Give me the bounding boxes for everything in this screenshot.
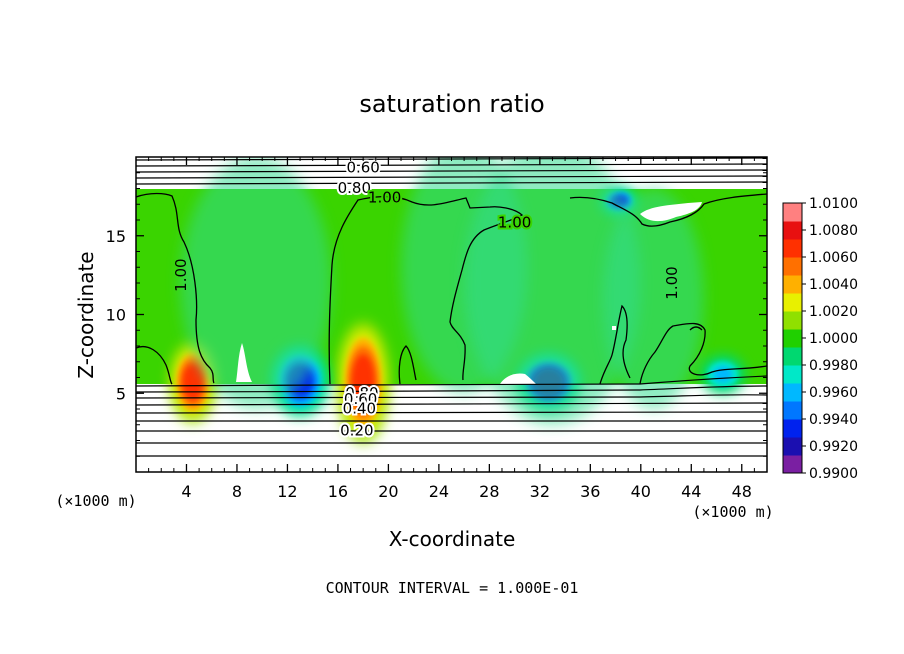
contour-label: 0.80: [338, 179, 371, 197]
contour-label: 0.60: [346, 159, 379, 177]
colorbar-swatch: [783, 437, 802, 456]
colorbar-swatch: [783, 401, 802, 420]
cloud-gap: [612, 326, 616, 330]
colorbar-swatch: [783, 365, 802, 384]
contour-label: 1.00: [172, 258, 190, 291]
colorbar-label: 0.9920: [809, 439, 858, 455]
contour-line: [136, 181, 767, 185]
colorbar-label: 0.9960: [809, 385, 858, 401]
contour-line: [398, 345, 417, 385]
contour-line: [136, 175, 767, 179]
contour-line: [136, 394, 767, 399]
colorbar-swatch: [783, 329, 802, 348]
contour-line: [599, 304, 631, 385]
x-unit-label: (×1000 m): [692, 503, 773, 521]
colorbar-label: 1.0020: [809, 304, 858, 320]
contour-label: 1.00: [368, 188, 401, 206]
feature-layer: [182, 364, 203, 401]
colorbar-label: 1.0040: [809, 277, 858, 293]
colorbar-swatch: [783, 455, 802, 474]
contour-line: [569, 193, 767, 227]
field-variation: [464, 157, 641, 425]
contour-label: 1.00: [663, 266, 681, 299]
contour-line: [639, 322, 767, 385]
colorbar-swatch: [783, 419, 802, 438]
colorbar: 1.0100 1.0080 1.0060 1.0040 1.0020 1.0000 0.99…: [782, 196, 858, 482]
feature-layer: [351, 354, 375, 410]
contour-line: [136, 385, 767, 393]
colorbar-label: 1.0000: [809, 331, 858, 347]
colorbar-swatch: [783, 239, 802, 258]
field-features: [170, 157, 744, 443]
contour-line: [136, 375, 767, 387]
colorbar-swatch: [783, 257, 802, 276]
field-variation: [180, 157, 332, 409]
contour-labels: 0.600.801.001.001.001.000.800.600.400.20: [172, 157, 681, 442]
y-axis-label: Z-coordinate: [74, 251, 98, 378]
x-tick-label: 28: [479, 482, 499, 501]
colorbar-swatch: [783, 203, 802, 222]
colorbar-label: 1.0080: [809, 223, 858, 239]
contour-line: [136, 402, 767, 406]
contour-line: [136, 346, 173, 385]
contour-line: [136, 192, 215, 384]
x-tick-label: 44: [681, 482, 701, 501]
x-tick-label: 40: [631, 482, 651, 501]
z-unit-label: (×1000 m): [55, 492, 136, 510]
colorbar-label: 0.9980: [809, 358, 858, 374]
y-tick-label: 5: [116, 384, 126, 403]
contour-label: 0.40: [343, 400, 376, 418]
colorbar-swatch: [783, 347, 802, 366]
colorbar-swatch: [783, 293, 802, 312]
x-tick-label: 36: [580, 482, 600, 501]
contour-label: 0.80: [345, 384, 378, 402]
contour-label: 0.60: [344, 390, 377, 408]
x-tick-label: 4: [181, 482, 191, 501]
colorbar-label: 0.9940: [809, 412, 858, 428]
contour-label: 0.20: [340, 422, 373, 440]
x-tick-label: 32: [530, 482, 550, 501]
colorbar-label: 1.0100: [809, 196, 858, 212]
colorbar-swatch: [783, 221, 802, 240]
x-tick-label: 8: [232, 482, 242, 501]
x-tick-label: 48: [732, 482, 752, 501]
cloud-gap: [500, 373, 536, 384]
colorbar-swatch: [783, 383, 802, 402]
colorbar-swatch: [783, 275, 802, 294]
upper-contours: [136, 157, 767, 185]
cloud-gap: [640, 202, 702, 222]
x-tick-label: 16: [328, 482, 348, 501]
chart-title: saturation ratio: [359, 90, 544, 118]
x-tick-label: 12: [277, 482, 297, 501]
contour-label: 1.00: [498, 214, 531, 232]
x-tick-label: 24: [429, 482, 449, 501]
x-axis-label: X-coordinate: [389, 527, 516, 551]
contour-line: [136, 157, 767, 161]
plot-area: 0.600.801.001.001.001.000.800.600.400.20…: [106, 156, 768, 501]
cloud-gaps: [236, 202, 702, 384]
colorbar-label: 1.0060: [809, 250, 858, 266]
field-variation: [602, 188, 704, 409]
lower-contours: [136, 375, 767, 457]
contour-interval-note: CONTOUR INTERVAL = 1.000E-01: [326, 579, 579, 597]
contour-line: [689, 326, 703, 331]
contour-line: [136, 169, 767, 173]
colorbar-label: 0.9900: [809, 466, 858, 482]
x-tick-label: 20: [378, 482, 398, 501]
contour-line: [328, 195, 524, 385]
contour-line: [136, 411, 767, 414]
contour-line: [136, 163, 767, 167]
y-tick-label: 15: [106, 227, 126, 246]
cloud-gap: [236, 343, 252, 382]
contour-lines: [136, 192, 767, 385]
y-tick-label: 10: [106, 306, 126, 325]
colorbar-swatch: [783, 311, 802, 330]
